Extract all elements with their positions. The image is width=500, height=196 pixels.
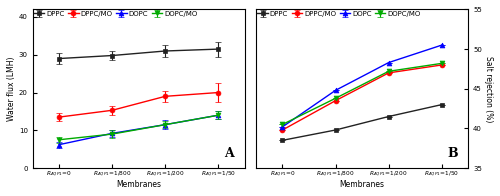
Legend: DPPC, DPPC/MO, DOPC, DOPC/MO: DPPC, DPPC/MO, DOPC, DOPC/MO	[34, 10, 198, 17]
X-axis label: Membranes: Membranes	[340, 180, 384, 189]
Y-axis label: Salt rejection (%): Salt rejection (%)	[484, 56, 493, 122]
Text: B: B	[447, 147, 458, 160]
Y-axis label: Water flux (LMH): Water flux (LMH)	[7, 56, 16, 121]
Legend: DPPC, DPPC/MO, DOPC, DOPC/MO: DPPC, DPPC/MO, DOPC, DOPC/MO	[256, 10, 422, 17]
Text: A: A	[224, 147, 234, 160]
X-axis label: Membranes: Membranes	[116, 180, 161, 189]
